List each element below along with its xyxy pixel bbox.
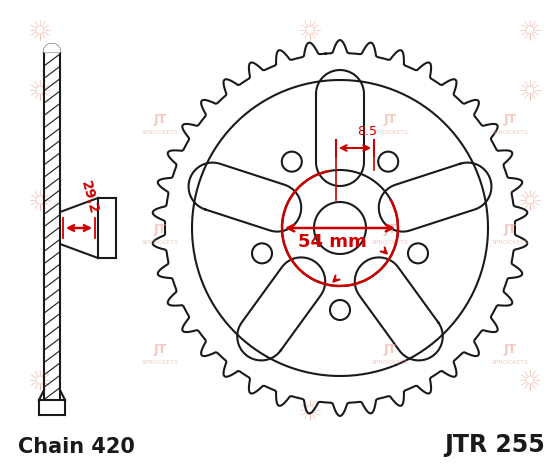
Text: SPROCKETS: SPROCKETS xyxy=(492,361,529,366)
Text: JT: JT xyxy=(384,344,396,356)
Text: JT: JT xyxy=(153,224,167,236)
Text: SPROCKETS: SPROCKETS xyxy=(142,361,179,366)
Text: 8.5: 8.5 xyxy=(357,125,377,138)
Text: SPROCKETS: SPROCKETS xyxy=(372,130,408,135)
Text: JT: JT xyxy=(503,224,517,236)
Text: SPROCKETS: SPROCKETS xyxy=(372,361,408,366)
Text: JTR 255: JTR 255 xyxy=(444,433,545,457)
Text: JT: JT xyxy=(503,344,517,356)
Text: SPROCKETS: SPROCKETS xyxy=(142,241,179,246)
Text: JT: JT xyxy=(153,113,167,127)
Text: SPROCKETS: SPROCKETS xyxy=(142,130,179,135)
Text: JT: JT xyxy=(384,113,396,127)
Text: 29.2: 29.2 xyxy=(78,180,100,216)
Text: SPROCKETS: SPROCKETS xyxy=(372,241,408,246)
Text: 54 mm: 54 mm xyxy=(297,233,366,251)
Text: Chain 420: Chain 420 xyxy=(18,437,135,457)
Text: SPROCKETS: SPROCKETS xyxy=(492,241,529,246)
Text: JT: JT xyxy=(153,344,167,356)
Text: JT: JT xyxy=(503,113,517,127)
Text: SPROCKETS: SPROCKETS xyxy=(492,130,529,135)
Polygon shape xyxy=(44,44,60,52)
Text: JT: JT xyxy=(384,224,396,236)
